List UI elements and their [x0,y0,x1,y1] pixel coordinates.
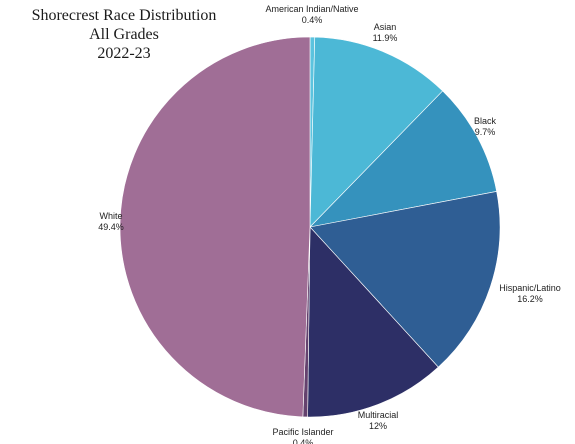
slice-black [309,90,497,228]
slice-value-hispanic-latino: 16.2% [517,294,543,304]
chart-title: Shorecrest Race Distribution All Grades … [6,6,242,63]
chart-title-line-3: 2022-23 [97,45,151,62]
slice-label-black: Black [474,116,497,126]
slice-value-asian: 11.9% [373,33,398,43]
slice-label-white: White [99,211,122,221]
chart-title-line-1: Shorecrest Race Distribution [31,7,217,24]
slice-value-pacific-islander: 0.4% [293,438,314,444]
slice-hispanic-latino [309,191,501,368]
slice-label-asian: Asian [374,22,397,32]
slice-label-hispanic-latino: Hispanic/Latino [499,283,561,293]
slice-asian [309,36,444,228]
chart-title-line-2: All Grades [89,26,159,43]
slice-label-american-indian-native: American Indian/Native [265,4,358,14]
slice-value-multiracial: 12% [369,421,387,431]
slice-label-pacific-islander: Pacific Islander [272,427,333,437]
slice-multiracial [307,226,439,418]
slice-value-black: 9.7% [475,127,496,137]
slice-label-multiracial: Multiracial [358,410,399,420]
slice-value-white: 49.4% [98,222,124,232]
slice-value-american-indian-native: 0.4% [302,15,323,25]
slice-white [119,36,311,418]
